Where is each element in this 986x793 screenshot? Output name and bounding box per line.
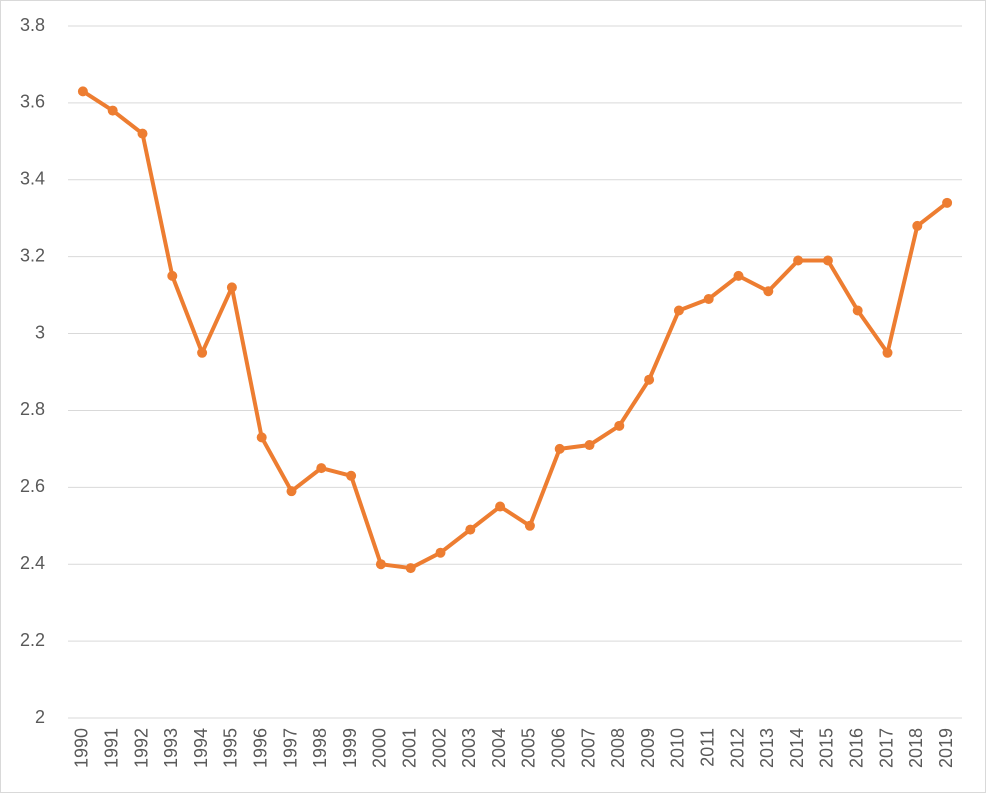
x-tick-label: 2002 xyxy=(429,728,449,768)
y-tick-label: 2.2 xyxy=(20,630,45,650)
x-tick-label: 2004 xyxy=(489,728,509,768)
x-tick-label: 1993 xyxy=(161,728,181,768)
x-tick-label: 2007 xyxy=(578,728,598,768)
marker xyxy=(554,443,565,454)
x-tick-label: 2018 xyxy=(906,728,926,768)
marker xyxy=(107,105,118,116)
x-tick-label: 2019 xyxy=(936,728,956,768)
y-tick-label: 3.4 xyxy=(20,169,45,189)
x-tick-label: 2013 xyxy=(757,728,777,768)
marker xyxy=(882,347,893,358)
marker xyxy=(942,197,953,208)
x-tick-label: 2011 xyxy=(697,728,717,767)
x-tick-label: 2006 xyxy=(548,728,568,768)
y-tick-label: 2.4 xyxy=(20,553,45,573)
x-tick-label: 1996 xyxy=(250,728,270,768)
x-tick-label: 2012 xyxy=(727,728,747,768)
marker xyxy=(197,347,208,358)
y-tick-label: 3 xyxy=(35,322,45,342)
x-tick-label: 2008 xyxy=(608,728,628,768)
y-tick-label: 2 xyxy=(35,707,45,727)
marker xyxy=(822,255,833,266)
marker xyxy=(256,432,267,443)
marker xyxy=(614,420,625,431)
y-tick-label: 3.2 xyxy=(20,245,45,265)
marker xyxy=(793,255,804,266)
marker xyxy=(703,293,714,304)
marker xyxy=(77,86,88,97)
marker xyxy=(852,305,863,316)
y-tick-label: 3.6 xyxy=(20,92,45,112)
x-tick-label: 1998 xyxy=(310,728,330,768)
y-tick-label: 2.8 xyxy=(20,399,45,419)
marker xyxy=(644,374,655,385)
x-tick-label: 1991 xyxy=(101,728,121,768)
x-tick-label: 2017 xyxy=(876,728,896,768)
marker xyxy=(763,286,774,297)
x-tick-label: 2000 xyxy=(370,728,390,768)
marker xyxy=(286,486,297,497)
x-tick-label: 2015 xyxy=(817,728,837,768)
x-tick-label: 1999 xyxy=(340,728,360,768)
marker xyxy=(405,563,416,574)
marker xyxy=(137,128,148,139)
x-tick-label: 2014 xyxy=(787,728,807,768)
x-tick-label: 2009 xyxy=(638,728,658,768)
x-tick-label: 2016 xyxy=(846,728,866,768)
marker xyxy=(912,220,923,231)
x-tick-label: 1990 xyxy=(72,728,92,768)
x-tick-label: 2010 xyxy=(668,728,688,768)
y-tick-label: 3.8 xyxy=(20,15,45,35)
marker xyxy=(733,270,744,281)
x-tick-label: 2003 xyxy=(459,728,479,768)
x-tick-label: 1994 xyxy=(191,728,211,768)
marker xyxy=(584,440,595,451)
marker xyxy=(673,305,684,316)
marker xyxy=(167,270,178,281)
marker xyxy=(375,559,386,570)
marker xyxy=(346,470,357,481)
marker xyxy=(465,524,476,535)
x-tick-label: 1995 xyxy=(221,728,241,768)
marker xyxy=(226,282,237,293)
x-tick-label: 2001 xyxy=(399,728,419,768)
marker xyxy=(435,547,446,558)
marker xyxy=(316,463,327,474)
marker xyxy=(524,520,535,531)
y-tick-label: 2.6 xyxy=(20,476,45,496)
marker xyxy=(495,501,506,512)
x-tick-label: 1992 xyxy=(131,728,151,768)
x-tick-label: 2005 xyxy=(519,728,539,768)
x-tick-label: 1997 xyxy=(280,728,300,768)
